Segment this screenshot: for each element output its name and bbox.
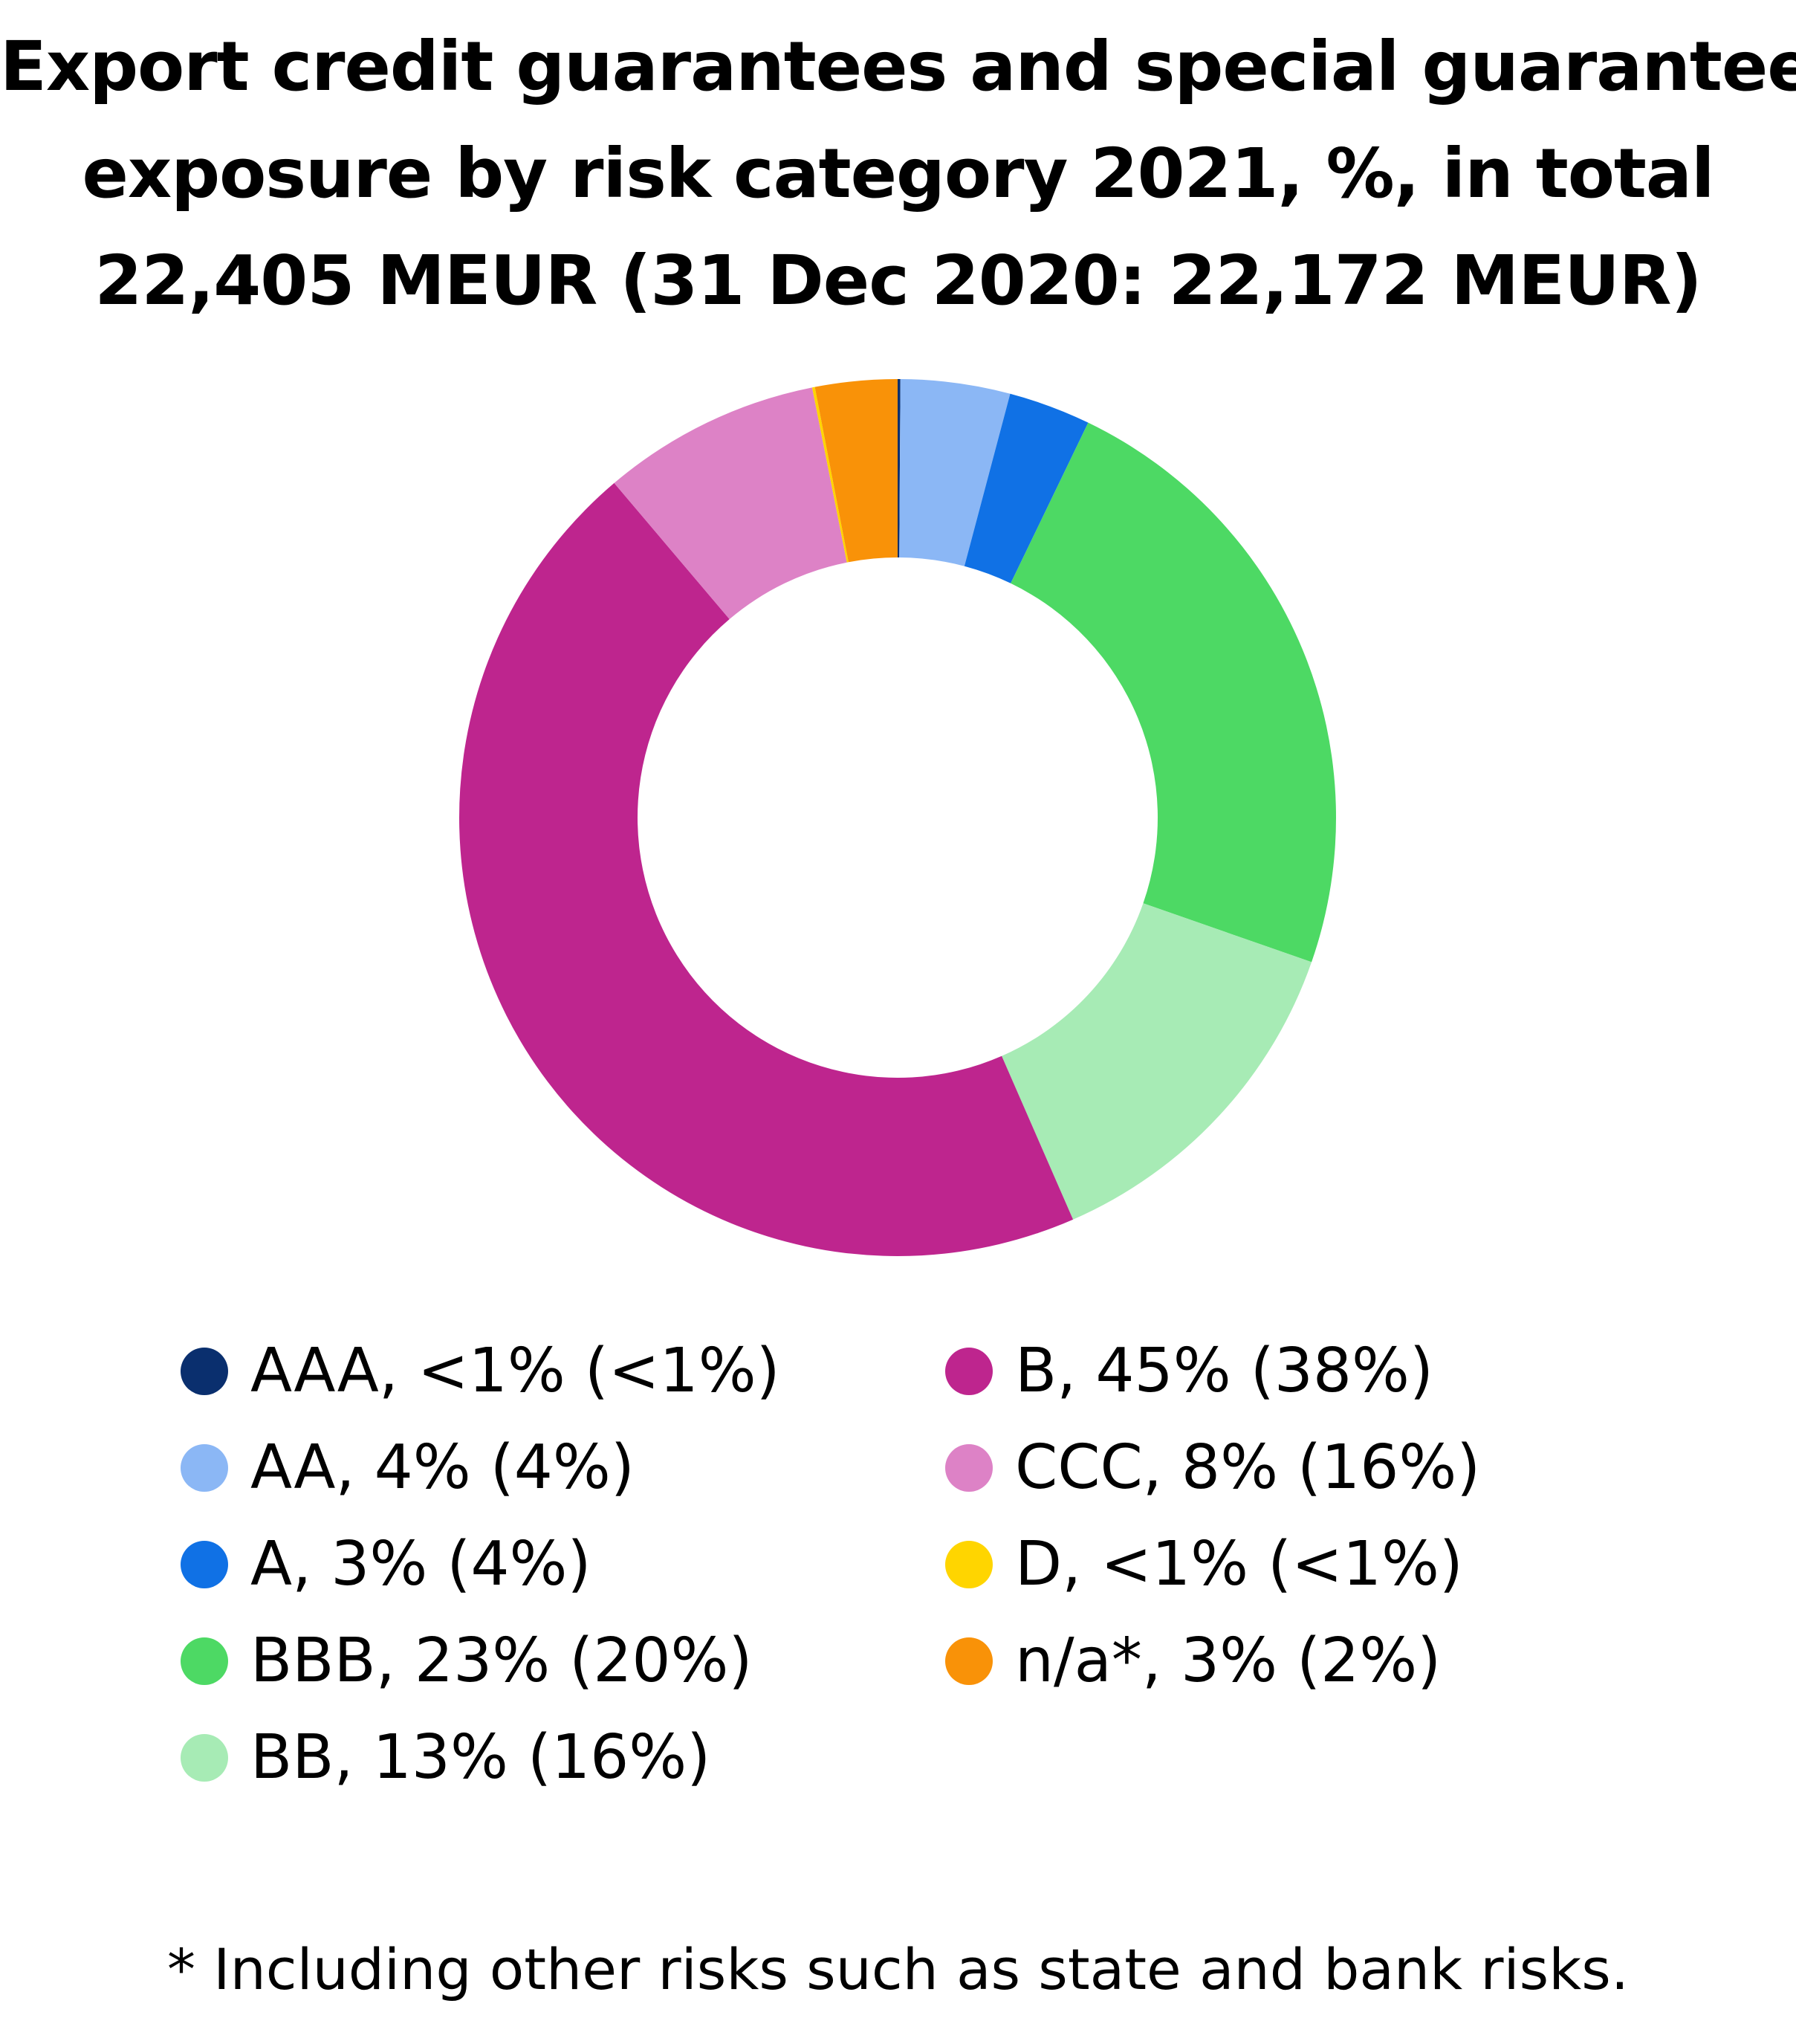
- legend-swatch: [181, 1541, 228, 1588]
- donut-slice: [614, 387, 847, 619]
- donut-slice: [459, 482, 1074, 1257]
- chart-title-line: Export credit guarantees and special gua…: [0, 27, 1796, 106]
- donut-slice: [1002, 903, 1312, 1220]
- donut-slice: [811, 387, 849, 563]
- donut-slice: [899, 379, 1011, 566]
- chart-title-line: exposure by risk category 2021, %, in to…: [82, 134, 1714, 213]
- donut-slice: [1011, 422, 1337, 963]
- legend-swatch: [181, 1637, 228, 1685]
- legend-label: B, 45% (38%): [1015, 1336, 1433, 1406]
- donut-slice: [898, 379, 901, 558]
- donut-slice: [964, 393, 1089, 583]
- legend-swatch: [945, 1541, 993, 1588]
- legend-label: AA, 4% (4%): [250, 1432, 635, 1503]
- legend-item: B, 45% (38%): [945, 1323, 1433, 1420]
- legend-label: A, 3% (4%): [250, 1529, 591, 1600]
- legend-label: AAA, <1% (<1%): [250, 1336, 780, 1406]
- donut-slice: [814, 379, 898, 563]
- legend-swatch: [945, 1637, 993, 1685]
- legend-item: BB, 13% (16%): [181, 1710, 710, 1806]
- legend-label: D, <1% (<1%): [1015, 1529, 1463, 1600]
- legend-item: AAA, <1% (<1%): [181, 1323, 780, 1420]
- legend-item: A, 3% (4%): [181, 1516, 591, 1613]
- legend-swatch: [181, 1444, 228, 1492]
- legend-swatch: [181, 1348, 228, 1395]
- legend-swatch: [945, 1444, 993, 1492]
- footnote: * Including other risks such as state an…: [167, 1936, 1629, 2002]
- chart-title-line: 22,405 MEUR (31 Dec 2020: 22,172 MEUR): [94, 241, 1702, 320]
- donut-slices: [459, 379, 1337, 1257]
- chart-legend: AAA, <1% (<1%) AA, 4% (4%) A, 3% (4%) BB…: [0, 1323, 1796, 1814]
- legend-label: BB, 13% (16%): [250, 1722, 711, 1793]
- legend-swatch: [181, 1734, 228, 1782]
- legend-swatch: [945, 1348, 993, 1395]
- legend-item: BBB, 23% (20%): [181, 1613, 752, 1710]
- donut-chart: [459, 379, 1337, 1257]
- legend-item: D, <1% (<1%): [945, 1516, 1463, 1613]
- legend-item: AA, 4% (4%): [181, 1420, 635, 1516]
- legend-label: n/a*, 3% (2%): [1015, 1626, 1442, 1696]
- legend-label: CCC, 8% (16%): [1015, 1432, 1481, 1503]
- chart-title: Export credit guarantees and special gua…: [0, 13, 1796, 334]
- legend-item: CCC, 8% (16%): [945, 1420, 1480, 1516]
- legend-label: BBB, 23% (20%): [250, 1626, 753, 1696]
- legend-item: n/a*, 3% (2%): [945, 1613, 1441, 1710]
